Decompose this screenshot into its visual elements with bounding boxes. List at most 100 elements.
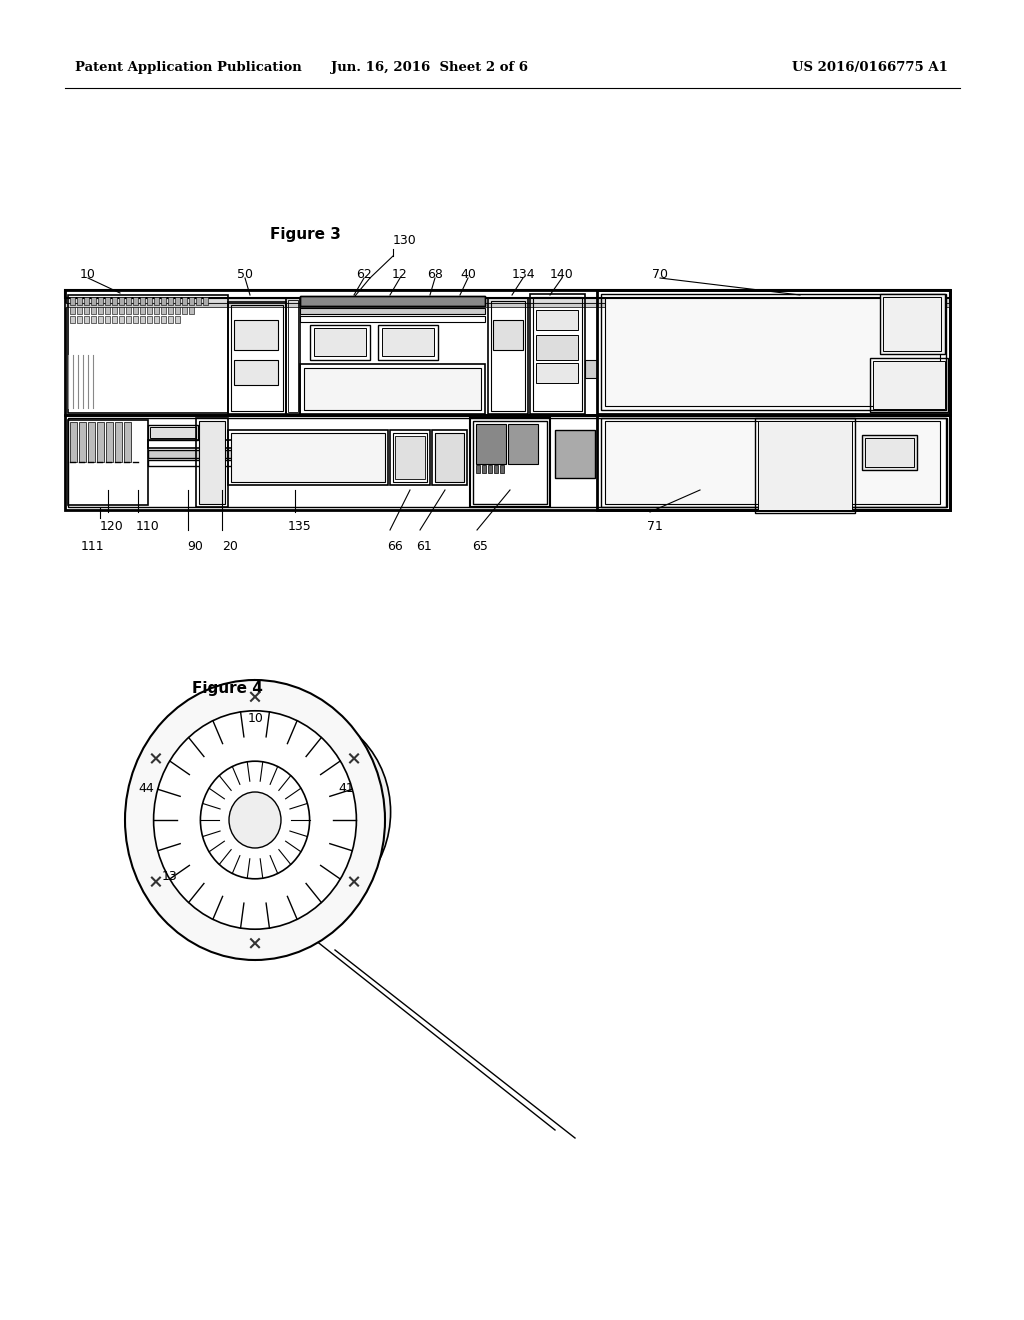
Bar	[77, 297, 82, 305]
Bar	[605, 298, 940, 407]
Bar	[98, 315, 103, 323]
Bar	[154, 315, 159, 323]
Bar	[68, 294, 228, 413]
Bar	[758, 421, 852, 510]
Bar	[490, 301, 525, 411]
Text: 130: 130	[393, 234, 417, 247]
Bar	[161, 308, 166, 314]
Text: US 2016/0166775 A1: US 2016/0166775 A1	[792, 62, 948, 74]
Bar	[154, 297, 159, 305]
Bar	[378, 325, 438, 360]
Bar	[182, 308, 187, 314]
Text: 44: 44	[138, 781, 154, 795]
Bar	[119, 308, 124, 314]
Bar	[231, 305, 283, 411]
Bar	[147, 297, 152, 305]
Bar	[84, 308, 89, 314]
Text: 71: 71	[647, 520, 663, 533]
Bar	[84, 297, 89, 305]
Bar	[865, 438, 914, 467]
Bar	[300, 364, 485, 414]
Bar	[168, 315, 173, 323]
Bar	[189, 308, 194, 314]
Text: 40: 40	[460, 268, 476, 281]
Bar	[148, 440, 328, 447]
Bar	[304, 368, 481, 411]
Bar	[161, 315, 166, 323]
Bar	[482, 465, 486, 473]
Bar	[119, 297, 124, 305]
Bar	[470, 418, 550, 507]
Bar	[203, 297, 208, 305]
Bar	[168, 297, 173, 305]
Bar	[488, 298, 528, 414]
Bar	[314, 327, 366, 356]
Bar	[300, 296, 485, 306]
Bar	[79, 422, 86, 462]
Text: 110: 110	[136, 520, 160, 533]
Bar	[234, 319, 278, 350]
Bar	[873, 360, 945, 409]
Bar	[91, 308, 96, 314]
Bar	[476, 424, 506, 465]
Text: 66: 66	[387, 540, 402, 553]
Bar	[91, 315, 96, 323]
Bar	[65, 304, 950, 308]
Bar	[148, 450, 328, 458]
Ellipse shape	[125, 680, 385, 960]
Bar	[154, 308, 159, 314]
Bar	[119, 315, 124, 323]
Bar	[231, 433, 385, 482]
Text: 65: 65	[472, 540, 488, 553]
Bar	[168, 308, 173, 314]
Bar	[585, 360, 597, 378]
Bar	[196, 297, 201, 305]
Bar	[228, 430, 388, 484]
Bar	[70, 315, 75, 323]
Bar	[112, 315, 117, 323]
Text: 111: 111	[80, 540, 103, 553]
Bar	[395, 436, 425, 479]
Bar	[555, 430, 595, 478]
Bar	[199, 421, 225, 504]
Ellipse shape	[154, 710, 356, 929]
Text: Figure 4: Figure 4	[193, 681, 263, 696]
Bar	[228, 302, 286, 414]
Ellipse shape	[201, 762, 309, 879]
Bar	[310, 325, 370, 360]
Text: Jun. 16, 2016  Sheet 2 of 6: Jun. 16, 2016 Sheet 2 of 6	[332, 62, 528, 74]
Bar	[147, 308, 152, 314]
Text: 41: 41	[338, 781, 353, 795]
Bar	[493, 319, 523, 350]
Text: 90: 90	[187, 540, 203, 553]
Bar	[605, 421, 940, 504]
Bar	[182, 297, 187, 305]
Text: 13: 13	[162, 870, 178, 883]
Bar	[65, 290, 950, 414]
Text: 120: 120	[100, 520, 124, 533]
Bar	[68, 418, 947, 507]
Bar	[133, 315, 138, 323]
Bar	[147, 315, 152, 323]
Bar	[140, 315, 145, 323]
Bar	[88, 422, 95, 462]
Bar	[133, 308, 138, 314]
Bar	[536, 310, 578, 330]
Text: Patent Application Publication: Patent Application Publication	[75, 62, 302, 74]
Text: 70: 70	[652, 268, 668, 281]
Bar	[148, 425, 198, 440]
Bar	[500, 465, 504, 473]
Bar	[494, 465, 498, 473]
Bar	[126, 315, 131, 323]
Bar	[98, 308, 103, 314]
Bar	[390, 430, 430, 484]
Bar	[77, 308, 82, 314]
Bar	[175, 315, 180, 323]
Text: 10: 10	[80, 268, 96, 281]
Bar	[880, 294, 945, 354]
Bar	[883, 297, 941, 351]
Text: 20: 20	[222, 540, 238, 553]
Bar	[476, 465, 480, 473]
Text: 12: 12	[392, 268, 408, 281]
Bar	[534, 297, 582, 411]
